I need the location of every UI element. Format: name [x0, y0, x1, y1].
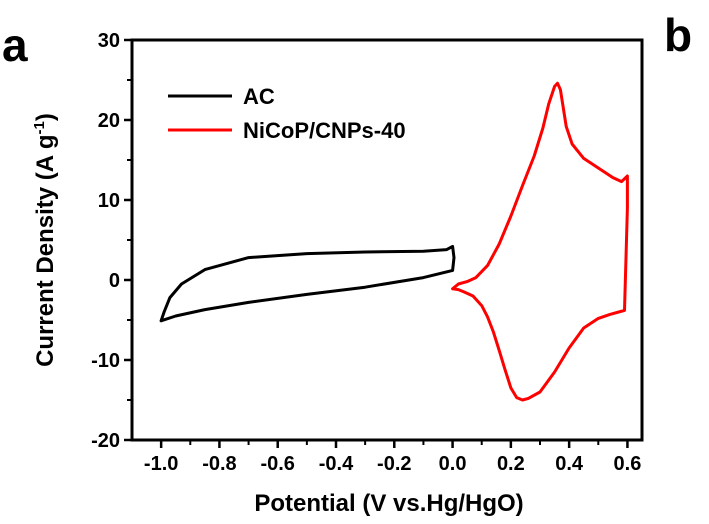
x-axis-ticks: -1.0 -0.8 -0.6 -0.4 -0.2 0.0 0.2 0.4 0.6 [144, 440, 641, 475]
x-tick-label: -0.8 [202, 453, 236, 475]
x-tick-label: 0.0 [439, 453, 467, 475]
x-axis-label: Potential (V vs.Hg/HgO) [254, 490, 523, 517]
y-axis-label: Current Density (A g-1) [31, 113, 59, 367]
panel-label-a: a [2, 19, 28, 71]
x-tick-label: -1.0 [144, 453, 178, 475]
y-tick-label: 30 [98, 30, 120, 52]
x-tick-label: -0.4 [319, 453, 354, 475]
y-axis-label-sup: -1 [31, 121, 48, 134]
x-tick-label: 0.4 [555, 453, 584, 475]
x-tick-label: 0.6 [614, 453, 642, 475]
x-tick-label: 0.2 [497, 453, 525, 475]
series-layer [159, 81, 629, 402]
x-tick-label: -0.6 [260, 453, 294, 475]
y-axis-label-tail: ) [32, 113, 59, 121]
y-axis-ticks: -20 -10 0 10 20 30 [91, 30, 132, 452]
y-tick-label: 20 [98, 110, 120, 132]
legend-label: AC [243, 84, 275, 109]
legend-label: NiCoP/CNPs-40 [243, 118, 406, 143]
legend: AC NiCoP/CNPs-40 [168, 84, 406, 143]
series-line [159, 244, 456, 323]
y-tick-label: 10 [98, 190, 120, 212]
panel-label-b: b [664, 9, 693, 61]
series-line [451, 81, 629, 402]
x-tick-label: -0.2 [377, 453, 411, 475]
plot-frame [130, 38, 644, 442]
y-axis-label-main: Current Density (A g [32, 134, 59, 366]
y-tick-label: -10 [91, 350, 120, 372]
y-tick-label: -20 [91, 430, 120, 452]
y-tick-label: 0 [109, 270, 120, 292]
